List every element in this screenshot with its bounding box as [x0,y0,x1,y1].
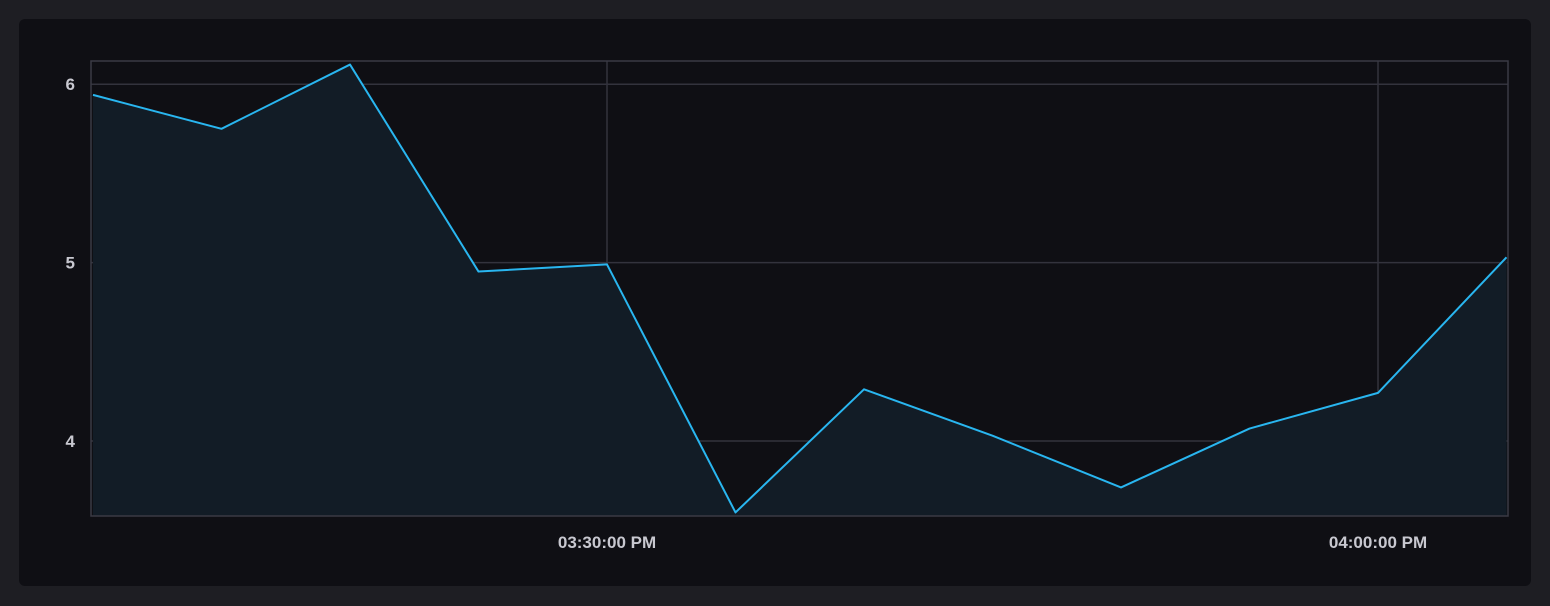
area-fill [93,64,1507,516]
plot-frame [90,60,1509,517]
y-tick-label: 6 [66,75,75,94]
series-line [92,63,1508,514]
x-tick-label: 03:30:00 PM [558,533,656,552]
y-tick-label: 5 [66,254,75,273]
y-tick-label: 4 [66,432,76,451]
x-tick-label: 04:00:00 PM [1329,533,1427,552]
